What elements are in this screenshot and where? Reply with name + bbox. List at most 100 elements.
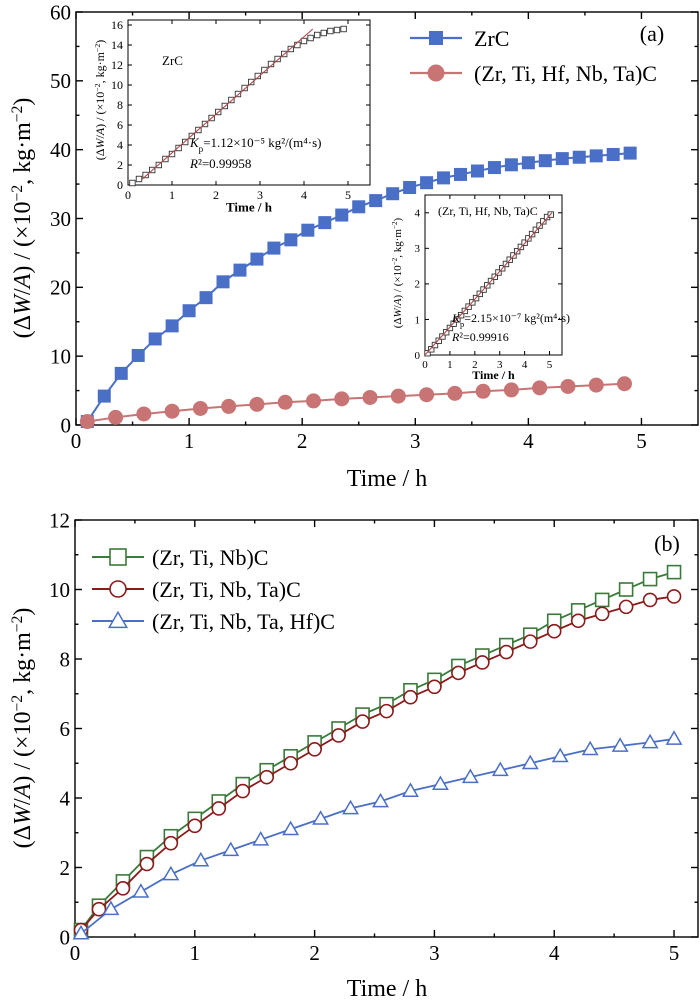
inset-kp-text: Kp=1.12×10⁻⁵ kg²/(m⁴·s) xyxy=(189,135,321,154)
zrc-series-point xyxy=(403,181,417,195)
ylabel-part: ) / (×10 xyxy=(10,711,36,783)
x-axis-label: Time / h xyxy=(347,466,427,492)
hec-series-point xyxy=(419,387,435,403)
zrc-series-point xyxy=(216,275,230,289)
y-tick-label: 2 xyxy=(415,279,421,291)
ztnth-series-point xyxy=(282,820,300,836)
ztnth-series-point xyxy=(132,883,150,898)
x-tick-label: 5 xyxy=(547,359,553,371)
zrc-series-point xyxy=(589,149,603,163)
inset-r2-text: R²=0.99958 xyxy=(189,156,251,171)
inset-data-point xyxy=(234,90,242,98)
ylabel-part: (Δ xyxy=(10,825,36,848)
y-tick-label: 60 xyxy=(50,0,71,24)
ztnt-series-point xyxy=(522,634,538,649)
y-axis-label-b: (ΔW/A) / (×10−2, kg·m−2) xyxy=(9,608,37,849)
x-tick-label: 5 xyxy=(669,941,680,965)
x-tick-label: 3 xyxy=(257,188,263,202)
y-tick-label: 0 xyxy=(60,925,71,949)
hec-series-point xyxy=(108,409,124,425)
zrc-series-point xyxy=(437,171,451,185)
zrc-series-point xyxy=(114,366,128,380)
ztnt-series-point xyxy=(594,606,610,622)
x-tick-label: 3 xyxy=(429,941,440,965)
y-tick-label: 50 xyxy=(50,69,71,93)
inset-title: ZrC xyxy=(162,53,183,68)
inset-data-point xyxy=(540,218,547,225)
inset-data-point xyxy=(424,350,431,357)
zrc-series-point xyxy=(267,241,281,255)
inset-data-point xyxy=(254,72,262,80)
ztnth-series-point xyxy=(551,747,569,763)
inset-data-point xyxy=(175,144,182,152)
x-tick-label: 1 xyxy=(184,429,195,453)
y-tick-label: 16 xyxy=(111,18,123,32)
y-tick-label: 10 xyxy=(50,345,71,369)
inset-kp-text: Kp=2.15×10⁻⁷ kg²(m⁴·s) xyxy=(451,311,570,329)
x-axis-label-b: Time / h xyxy=(347,976,427,1002)
x-tick-label: 1 xyxy=(169,188,175,202)
zrc-series-point xyxy=(487,161,501,175)
kp-part: =2.15×10⁻⁷ kg²(m⁴·s) xyxy=(464,311,570,325)
ylabel-part: ) xyxy=(10,608,36,616)
inset-y-label: (ΔW/A) / (×10−2, kg·m−2) xyxy=(391,217,404,328)
ylabel-part: / xyxy=(10,798,36,805)
x-tick-label: 5 xyxy=(345,188,351,202)
ztnth-series-point xyxy=(461,768,479,784)
hec-series-point xyxy=(560,378,576,394)
inset-data-point xyxy=(129,179,136,187)
y-tick-label: 30 xyxy=(50,207,71,231)
r2-part: R xyxy=(189,156,198,171)
inset-title: (Zr, Ti, Hf, Nb, Ta)C xyxy=(438,204,538,218)
y-tick-label: 6 xyxy=(117,118,123,132)
ylabel-part: W xyxy=(392,307,404,317)
ylabel-part: , kg·m xyxy=(10,632,36,695)
inset-y-label: (ΔW/A) / (×10−2, kg·m−2) xyxy=(93,40,108,160)
inset-data-point xyxy=(528,230,536,238)
x-tick-label: 0 xyxy=(422,359,428,371)
y-tick-label: 4 xyxy=(117,138,123,152)
inset-data-point xyxy=(261,66,268,74)
legend-marker xyxy=(427,64,445,82)
legend-entry-hec: (Zr, Ti, Hf, Nb, Ta)C xyxy=(474,61,657,86)
hec-series-point xyxy=(249,396,265,412)
ztnth-series-point xyxy=(581,740,599,756)
legend-marker xyxy=(109,580,127,598)
ztnt-series-point xyxy=(139,856,155,872)
ylabel-part: / xyxy=(93,135,107,139)
ztnth-series-point xyxy=(162,865,180,881)
y-tick-label: 40 xyxy=(50,138,71,162)
ztn-series-point xyxy=(642,571,658,587)
ztnt-series-point xyxy=(163,835,179,851)
inset-data-point xyxy=(532,226,540,234)
x-tick-label: 4 xyxy=(523,429,534,453)
hec-series-point xyxy=(503,382,519,398)
ylabel-part: −2 xyxy=(9,695,26,712)
zrc-series-point xyxy=(454,167,468,181)
y-tick-label: 0 xyxy=(415,350,421,362)
y-tick-label: 1 xyxy=(415,314,421,326)
y-tick-label: 4 xyxy=(60,786,71,810)
hec-series-point xyxy=(79,414,95,430)
ylabel-part: ) xyxy=(392,217,404,221)
y-tick-label: 2 xyxy=(117,158,123,172)
inset-data-point xyxy=(327,27,334,35)
ztnt-series-point xyxy=(403,689,418,705)
ztnth-series-point xyxy=(312,810,330,825)
zrc-series-point xyxy=(623,146,637,160)
ztnth-series-point xyxy=(521,754,539,770)
hec-series-point xyxy=(277,394,293,410)
ylabel-part: ) / (×10 xyxy=(93,92,107,128)
zrc-series-point xyxy=(318,216,332,230)
y-tick-label: 4 xyxy=(415,208,421,220)
plot-frame xyxy=(424,194,563,356)
inset-data-point xyxy=(307,34,314,42)
ztn-series-point xyxy=(618,582,634,597)
ylabel-part: A xyxy=(10,783,36,800)
ztnt-series-point xyxy=(666,589,682,604)
ylabel-part: (Δ xyxy=(93,148,107,160)
zrc-series-point xyxy=(555,152,569,166)
ztnth-series-point xyxy=(665,730,683,745)
